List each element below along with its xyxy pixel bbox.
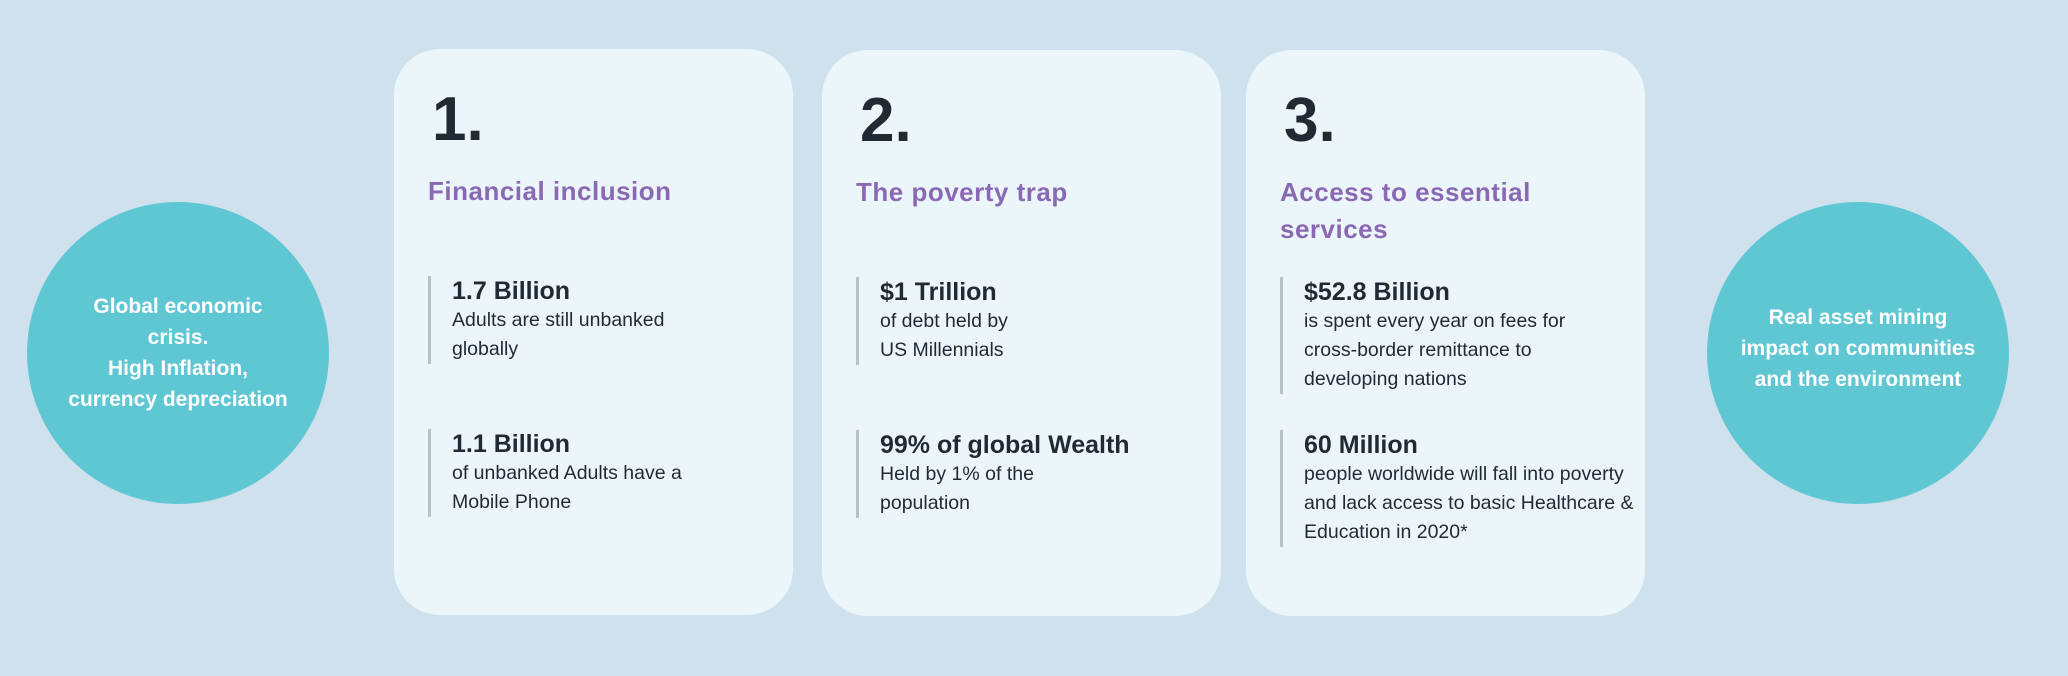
stat-body: is spent every year on fees for cross-bo… — [1304, 310, 1566, 390]
stat-body: Held by 1% of the population — [880, 463, 1034, 514]
stat-body: of unbanked Adults have a Mobile Phone — [452, 462, 682, 513]
stat-heading: $1 Trillion — [880, 278, 997, 306]
stat-heading: 60 Million — [1304, 431, 1418, 459]
card-number: 1. — [432, 85, 484, 154]
stat-block: 1.1 Billion of unbanked Adults have a Mo… — [428, 429, 772, 517]
right-circle: Real asset mining impact on communities … — [1707, 202, 2009, 504]
card-title: Access to essential services — [1280, 177, 1531, 244]
card-title: Financial inclusion — [428, 176, 672, 206]
stat-block: 99% of global Wealth Held by 1% of the p… — [856, 430, 1200, 518]
stat-heading: 99% of global Wealth — [880, 431, 1130, 459]
left-circle-text: Global economic crisis. High Inflation, … — [68, 295, 288, 411]
card-financial-inclusion: 1. Financial inclusion 1.7 Billion Adult… — [394, 49, 793, 615]
stat-body: people worldwide will fall into poverty … — [1304, 463, 1634, 543]
stat-heading: $52.8 Billion — [1304, 278, 1450, 306]
card-number: 3. — [1284, 86, 1336, 155]
stat-body: of debt held by US Millennials — [880, 310, 1008, 361]
right-circle-text: Real asset mining impact on communities … — [1740, 306, 1976, 391]
stat-block: 1.7 Billion Adults are still unbanked gl… — [428, 276, 772, 364]
stat-heading: 1.7 Billion — [452, 277, 571, 305]
card-number: 2. — [860, 86, 912, 155]
stat-block: 60 Million people worldwide will fall in… — [1280, 430, 1634, 547]
left-circle: Global economic crisis. High Inflation, … — [27, 202, 329, 504]
card-title: The poverty trap — [856, 177, 1068, 207]
stat-heading: 1.1 Billion — [452, 430, 571, 458]
stat-body: Adults are still unbanked globally — [452, 309, 665, 360]
stat-block: $1 Trillion of debt held by US Millennia… — [856, 277, 1200, 365]
card-poverty-trap: 2. The poverty trap $1 Trillion of debt … — [822, 50, 1221, 616]
card-essential-services: 3. Access to essential services $52.8 Bi… — [1246, 50, 1645, 616]
stat-block: $52.8 Billion is spent every year on fee… — [1280, 277, 1624, 394]
